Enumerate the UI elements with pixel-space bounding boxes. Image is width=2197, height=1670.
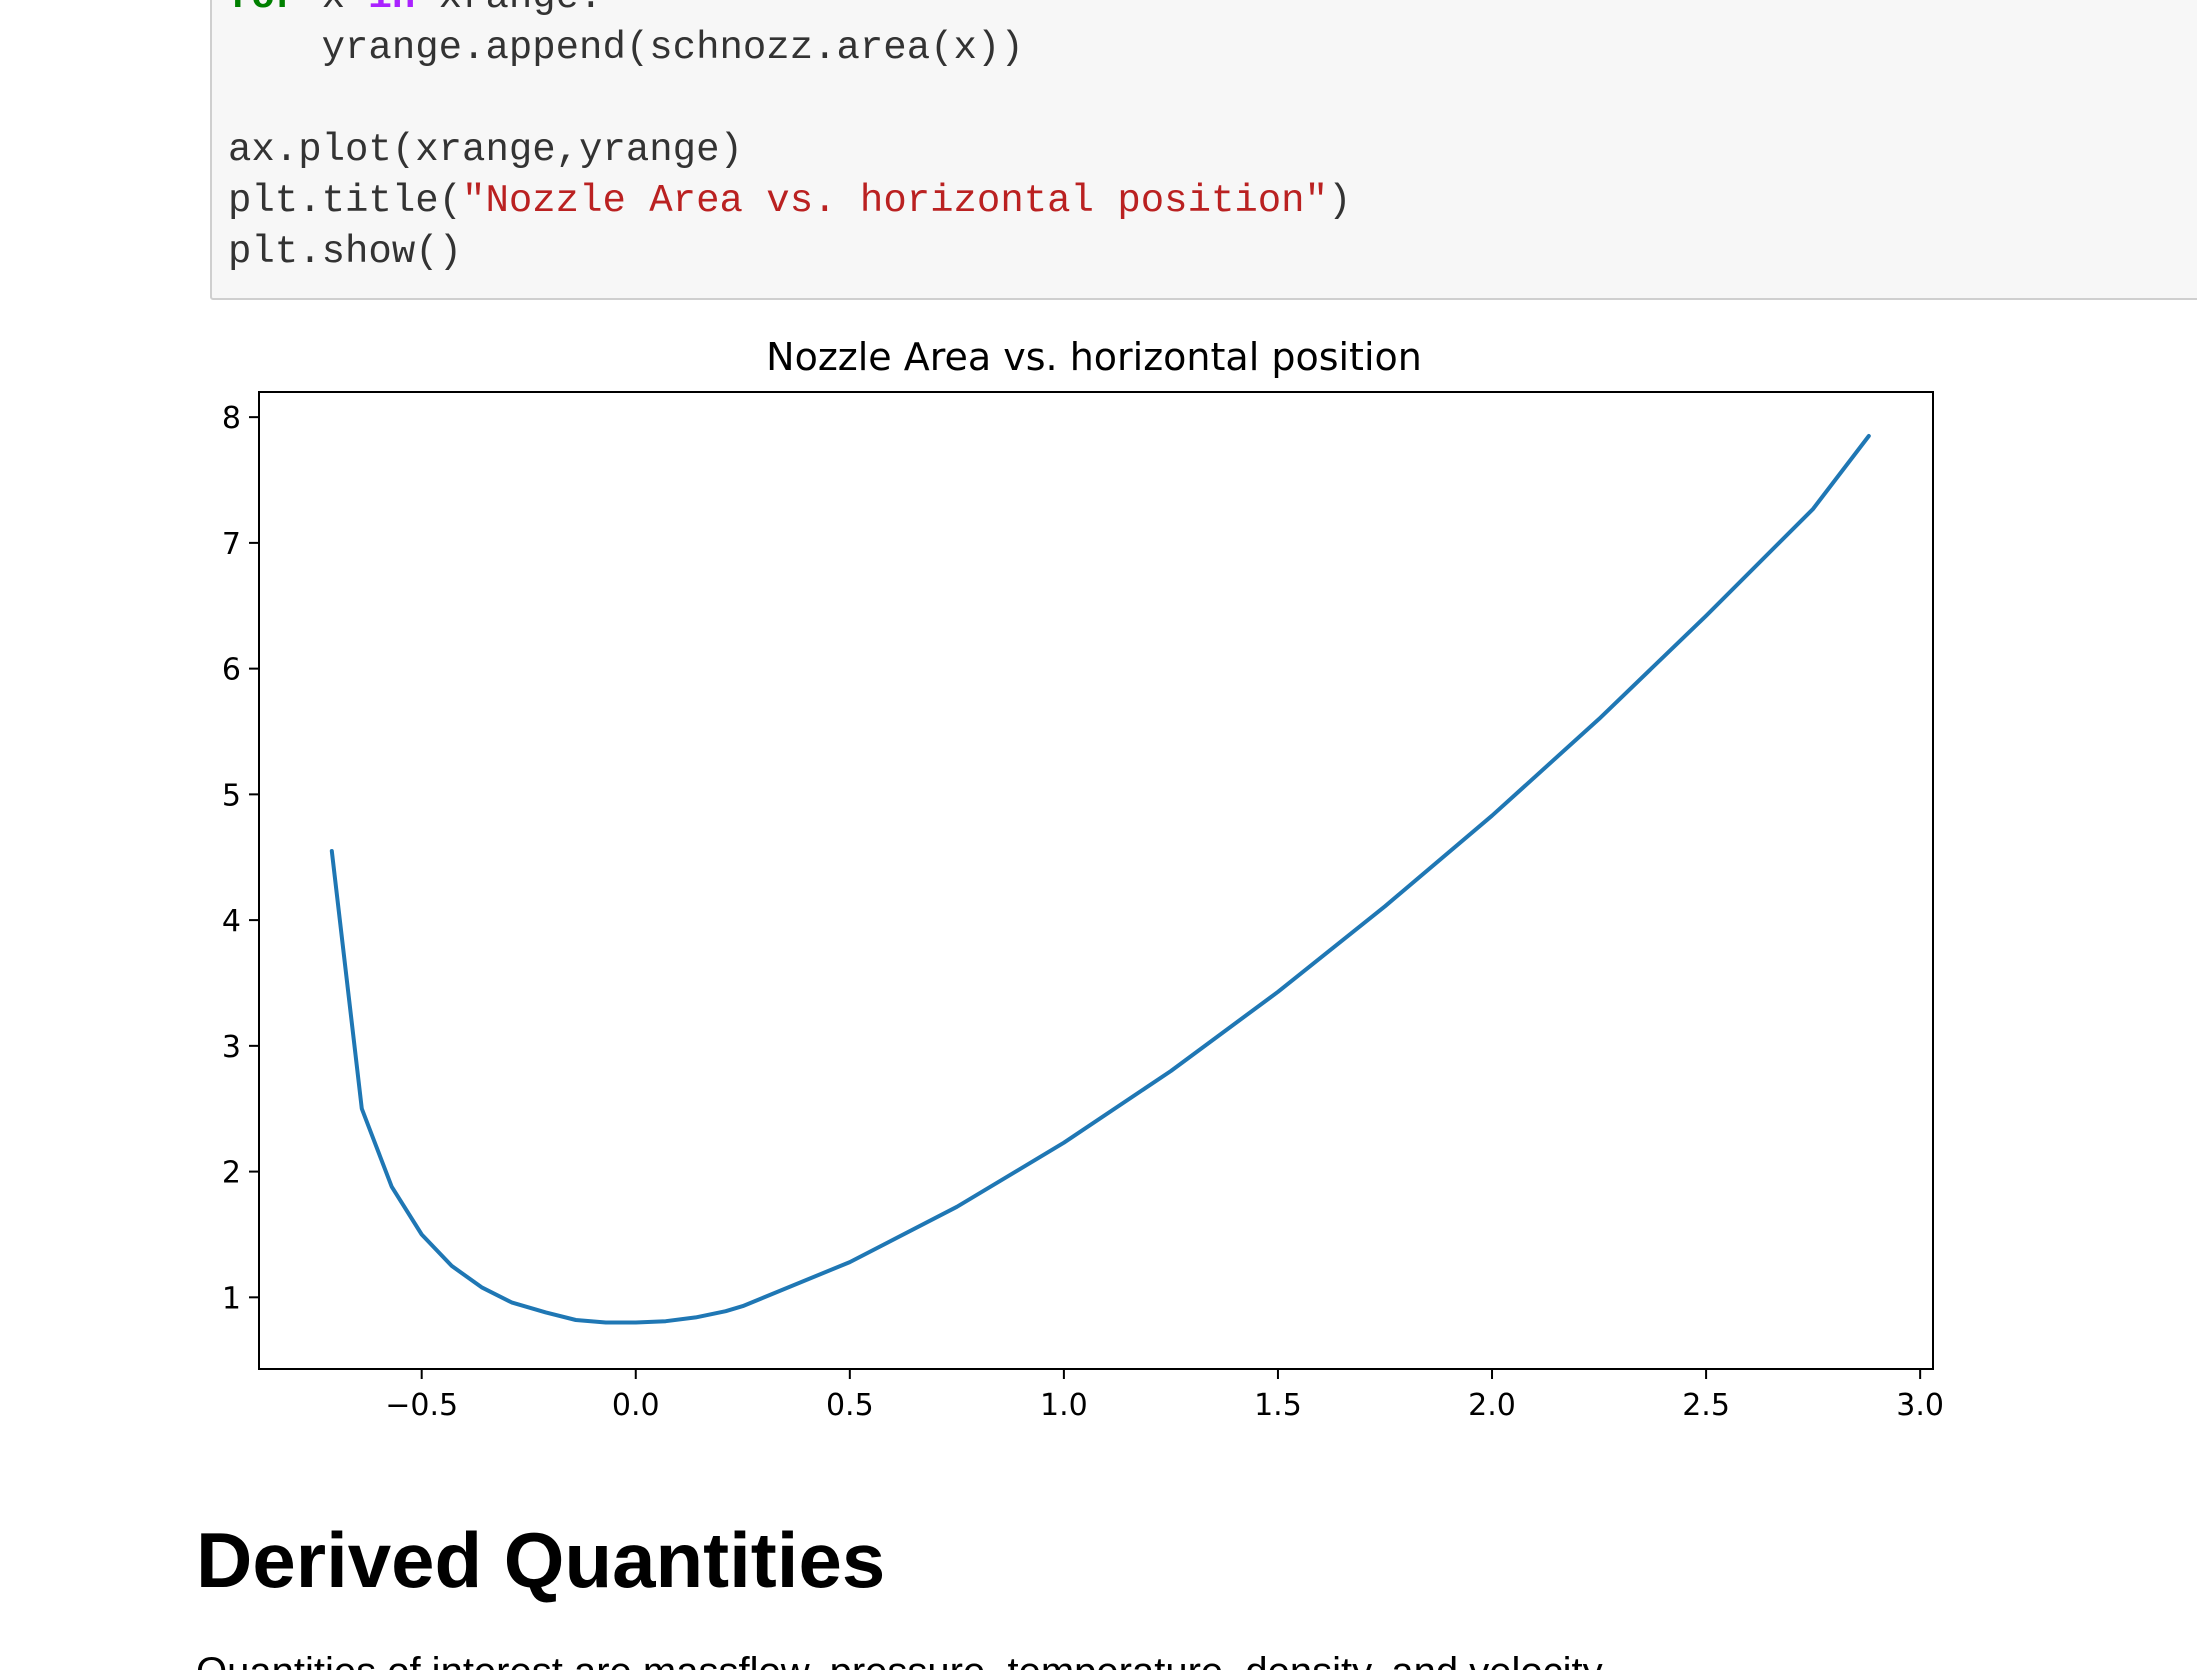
code-line: plt.title("Nozzle Area vs. horizontal po… bbox=[228, 176, 1351, 227]
code-token: yrange.append(schnozz.area(x)) bbox=[228, 26, 1024, 70]
y-tick-label: 2 bbox=[222, 1156, 241, 1191]
y-tick-label: 6 bbox=[222, 653, 241, 688]
code-block[interactable]: for x in xrange: yrange.append(schnozz.a… bbox=[228, 0, 1351, 278]
x-tick-label: 2.0 bbox=[1468, 1388, 1516, 1423]
x-tick-label: 0.5 bbox=[826, 1388, 874, 1423]
code-token: plt.show() bbox=[228, 230, 463, 274]
section-paragraph: Quantities of interest are massflow, pre… bbox=[196, 1646, 1611, 1670]
x-tick-label: 1.5 bbox=[1254, 1388, 1302, 1423]
code-token: ) bbox=[1328, 179, 1352, 223]
plot-frame bbox=[258, 391, 1934, 1370]
y-tick-label: 7 bbox=[222, 527, 241, 562]
code-token: xrange: bbox=[415, 0, 603, 19]
code-cell[interactable] bbox=[210, 0, 2197, 300]
x-tick-label: 0.0 bbox=[612, 1388, 660, 1423]
code-token: x bbox=[298, 0, 368, 19]
plot-title: Nozzle Area vs. horizontal position bbox=[766, 335, 1422, 379]
code-line: plt.show() bbox=[228, 227, 1351, 278]
y-tick-label: 5 bbox=[222, 778, 241, 813]
y-tick-label: 1 bbox=[222, 1281, 241, 1316]
code-token: ax.plot(xrange,yrange) bbox=[228, 128, 743, 172]
y-tick-label: 3 bbox=[222, 1030, 241, 1065]
section-heading: Derived Quantities bbox=[196, 1516, 886, 1604]
y-axis-ticks: 1 2 3 4 5 6 7 8 bbox=[222, 401, 259, 1316]
code-token: for bbox=[228, 0, 298, 19]
x-tick-label: −0.5 bbox=[385, 1388, 458, 1423]
x-tick-label: 3.0 bbox=[1896, 1388, 1944, 1423]
code-token: plt.title( bbox=[228, 179, 463, 223]
code-line: yrange.append(schnozz.area(x)) bbox=[228, 23, 1351, 74]
code-line: for x in xrange: bbox=[228, 0, 1351, 23]
series-line-area bbox=[329, 434, 1871, 1325]
y-tick-label: 8 bbox=[222, 401, 241, 436]
x-tick-label: 2.5 bbox=[1682, 1388, 1730, 1423]
code-token: in bbox=[368, 0, 415, 19]
code-line bbox=[228, 74, 1351, 125]
y-tick-label: 4 bbox=[222, 904, 241, 939]
nozzle-area-plot: Nozzle Area vs. horizontal position −0.5… bbox=[222, 335, 1944, 1423]
x-axis-ticks: −0.5 0.0 0.5 1.0 1.5 2.0 2.5 3.0 bbox=[385, 1369, 1944, 1423]
x-tick-label: 1.0 bbox=[1040, 1388, 1088, 1423]
code-line: ax.plot(xrange,yrange) bbox=[228, 125, 1351, 176]
code-token: "Nozzle Area vs. horizontal position" bbox=[462, 179, 1328, 223]
